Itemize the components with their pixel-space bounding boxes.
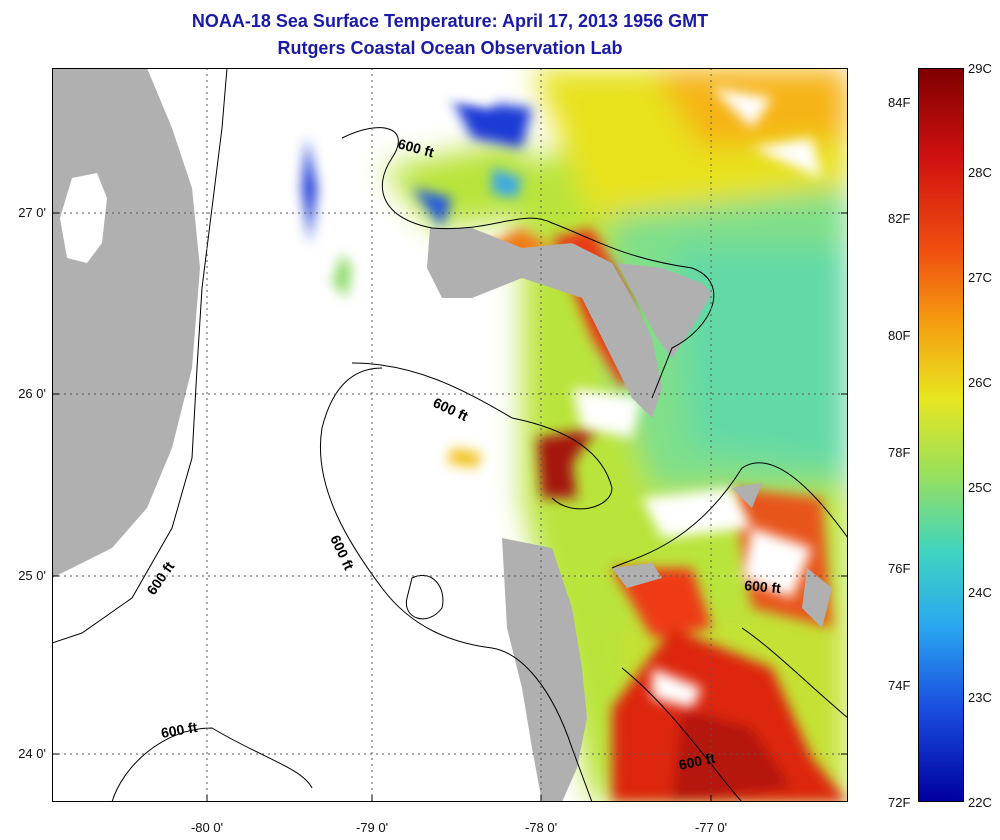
fahrenheit-label: 80F (888, 328, 911, 343)
fahrenheit-label: 76F (888, 561, 911, 576)
celsius-label: 23C (968, 690, 992, 705)
graticule (52, 68, 848, 802)
temperature-colorbar (918, 68, 964, 802)
latitude-tick-label: 27 0' (18, 205, 46, 220)
contour-label: 600 ft (744, 577, 782, 596)
celsius-label: 22C (968, 795, 992, 810)
celsius-label: 29C (968, 61, 992, 76)
celsius-label: 25C (968, 480, 992, 495)
fahrenheit-label: 82F (888, 211, 911, 226)
fahrenheit-label: 72F (888, 795, 911, 810)
latitude-tick-label: 25 0' (18, 568, 46, 583)
celsius-label: 28C (968, 165, 992, 180)
cold-patches (302, 98, 532, 243)
longitude-tick-label: -80 0' (191, 820, 223, 835)
celsius-label: 24C (968, 585, 992, 600)
lake-okeechobee (60, 173, 107, 263)
latitude-tick-label: 24 0' (18, 746, 46, 761)
celsius-label: 27C (968, 270, 992, 285)
chart-subtitle: Rutgers Coastal Ocean Observation Lab (277, 38, 623, 58)
contour-label: 600 ft (160, 719, 199, 741)
fahrenheit-label: 84F (888, 95, 911, 110)
longitude-tick-label: -78 0' (525, 820, 557, 835)
celsius-label: 26C (968, 375, 992, 390)
fahrenheit-label: 78F (888, 445, 911, 460)
chart-title: NOAA-18 Sea Surface Temperature: April 1… (191, 11, 709, 31)
contour-label: 600 ft (677, 750, 716, 773)
cloud-gaps (432, 68, 822, 708)
latitude-tick-label: 26 0' (18, 386, 46, 401)
longitude-tick-label: -77 0' (695, 820, 727, 835)
bathymetry-contours (52, 68, 848, 802)
longitude-tick-label: -79 0' (356, 820, 388, 835)
fahrenheit-label: 74F (888, 678, 911, 693)
sst-map: 600 ft 600 ft 600 ft 600 ft 600 ft 600 f… (52, 68, 848, 802)
